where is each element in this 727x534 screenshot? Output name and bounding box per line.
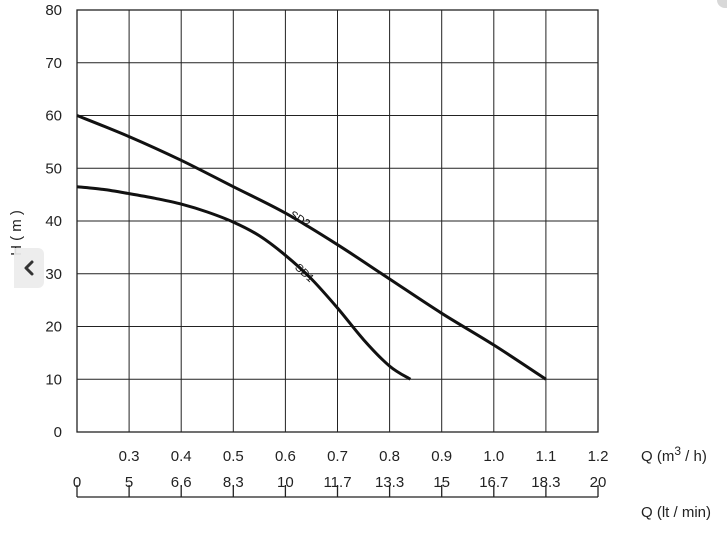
- back-button[interactable]: [14, 248, 44, 288]
- y-tick-label: 30: [45, 266, 62, 283]
- y-tick-label: 0: [54, 424, 62, 441]
- y-tick-label: 50: [45, 160, 62, 177]
- x-secondary-tick-label: 13.3: [375, 474, 404, 491]
- secondary-axis: [76, 485, 599, 498]
- y-tick-label: 70: [45, 55, 62, 72]
- x-primary-tick-label: 0.5: [223, 448, 244, 465]
- x-secondary-tick-label: 16.7: [479, 474, 508, 491]
- chevron-left-icon: [24, 260, 34, 276]
- x-primary-tick-label: 1.0: [483, 448, 504, 465]
- x-axis-primary-title: Q (m3 / h): [641, 444, 707, 465]
- y-tick-label: 20: [45, 319, 62, 336]
- y-tick-label: 40: [45, 213, 62, 230]
- y-axis-title: H ( m ): [8, 210, 25, 256]
- x-secondary-tick-label: 0: [73, 474, 81, 491]
- y-tick-label: 60: [45, 108, 62, 125]
- x-secondary-tick-label: 6.6: [171, 474, 192, 491]
- x-primary-tick-label: 1.1: [535, 448, 556, 465]
- y-tick-label: 10: [45, 371, 62, 388]
- grid-layer: [76, 9, 599, 433]
- x-secondary-tick-label: 5: [125, 474, 133, 491]
- x-secondary-tick-label: 15: [433, 474, 450, 491]
- x-secondary-tick-label: 18.3: [531, 474, 560, 491]
- x-secondary-tick-label: 10: [277, 474, 294, 491]
- x-primary-tick-label: 1.2: [588, 448, 609, 465]
- x-primary-tick-label: 0.9: [431, 448, 452, 465]
- x-primary-tick-label: 0.6: [275, 448, 296, 465]
- x-secondary-tick-label: 8.3: [223, 474, 244, 491]
- x-primary-tick-label: 0.3: [119, 448, 140, 465]
- series-line-sd2: [76, 114, 547, 381]
- series-line-sd1: [76, 185, 412, 381]
- corner-fragment: [717, 0, 727, 8]
- y-tick-label: 80: [45, 2, 62, 19]
- x-primary-tick-label: 0.8: [379, 448, 400, 465]
- x-secondary-tick-label: 11.7: [323, 474, 351, 491]
- x-secondary-tick-label: 20: [590, 474, 607, 491]
- x-primary-tick-label: 0.7: [327, 448, 348, 465]
- x-axis-secondary-title: Q (lt / min): [641, 504, 711, 521]
- x-primary-tick-label: 0.4: [171, 448, 192, 465]
